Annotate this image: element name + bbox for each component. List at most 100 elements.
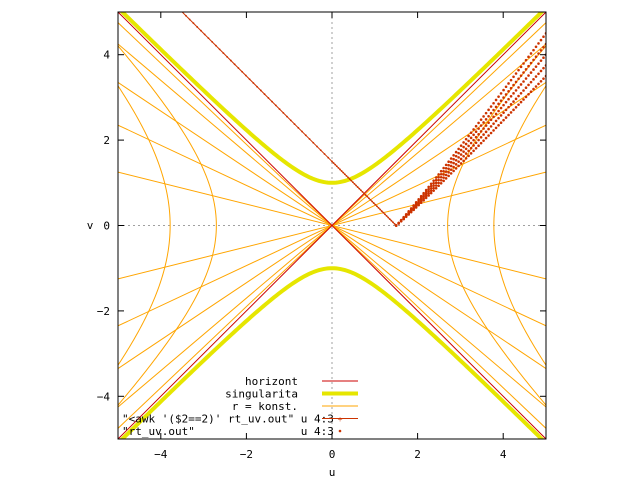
rt-point xyxy=(474,124,478,128)
rt-point xyxy=(442,179,445,183)
rt-point xyxy=(434,176,438,179)
awk-point xyxy=(308,138,311,140)
awk-point xyxy=(278,108,281,111)
awk-point xyxy=(379,208,382,211)
rt-point xyxy=(469,131,473,134)
singularita-branch xyxy=(119,266,545,439)
rt-point xyxy=(447,160,450,163)
rt-point xyxy=(517,103,520,106)
rt-point xyxy=(444,163,448,167)
awk-point xyxy=(256,85,258,88)
rt-point xyxy=(499,114,503,117)
awk-point xyxy=(200,29,202,32)
rt-point xyxy=(452,157,455,161)
awk-point xyxy=(185,14,187,17)
awk-point xyxy=(274,104,277,107)
y-tick-label: 0 xyxy=(103,220,110,233)
rt-point xyxy=(462,150,465,153)
legend-marker-rt xyxy=(338,429,342,433)
awk-point xyxy=(364,194,367,196)
rt-point xyxy=(527,64,530,68)
rt-point xyxy=(432,186,435,190)
rt-point xyxy=(449,157,453,160)
awk-point xyxy=(316,145,318,148)
awk-point xyxy=(350,179,353,182)
rt-point xyxy=(484,130,488,134)
awk-point xyxy=(369,198,372,201)
r-konst-hyperbola xyxy=(118,45,217,406)
rt-point xyxy=(532,87,535,91)
rt-point xyxy=(514,105,518,109)
rt-point xyxy=(539,79,543,83)
rt-point xyxy=(502,88,505,92)
rt-point xyxy=(539,49,543,52)
rt-point xyxy=(482,133,485,136)
rt-point xyxy=(494,98,498,102)
awk-point xyxy=(376,205,378,208)
x-tick-label: −2 xyxy=(240,448,253,461)
rt-point xyxy=(467,139,470,143)
rt-point xyxy=(524,58,528,62)
rt-point xyxy=(434,184,438,187)
rt-point xyxy=(494,112,498,116)
rt-point xyxy=(487,121,490,124)
x-axis-label: u xyxy=(329,466,336,479)
rt-point xyxy=(437,181,440,185)
awk-point xyxy=(337,166,340,169)
rt-point xyxy=(487,134,490,137)
rt-point xyxy=(489,131,493,135)
zero-axes xyxy=(118,12,546,439)
rt-point xyxy=(407,210,410,213)
legend-label: horizont xyxy=(245,375,298,388)
rt-point xyxy=(442,173,445,176)
rt-point xyxy=(447,163,450,167)
rt-point xyxy=(509,103,513,106)
awk-point xyxy=(229,59,232,62)
awk-point xyxy=(233,63,236,66)
rt-point xyxy=(452,161,455,165)
rt-point xyxy=(497,95,500,98)
awk-point xyxy=(323,153,326,155)
rt-point xyxy=(537,52,540,55)
rt-point xyxy=(429,189,433,193)
rt-point xyxy=(477,133,480,136)
rt-point xyxy=(399,218,403,222)
awk-point xyxy=(271,100,273,103)
rt-point xyxy=(472,138,475,142)
rt-point xyxy=(507,90,510,93)
rt-point xyxy=(467,134,470,138)
rt-point xyxy=(482,115,485,118)
rt-point xyxy=(464,147,468,151)
rt-point xyxy=(489,111,493,115)
rt-point xyxy=(437,175,440,179)
rt-point xyxy=(502,111,505,114)
rt-point xyxy=(462,159,465,163)
rt-point xyxy=(464,142,468,146)
rt-point xyxy=(514,72,518,75)
rt-point xyxy=(454,163,458,166)
awk-point xyxy=(342,171,345,174)
awk-point xyxy=(289,119,292,122)
rt-point xyxy=(439,169,443,173)
awk-point xyxy=(327,156,330,159)
rt-point xyxy=(482,139,485,142)
rt-point xyxy=(447,167,450,171)
awk-point xyxy=(203,33,206,36)
rt-point xyxy=(542,77,545,80)
awk-point xyxy=(382,211,385,214)
legend-label: "rt_uv.out" u 4:3 xyxy=(122,425,334,438)
rt-point xyxy=(442,169,445,173)
awk-point xyxy=(312,141,315,144)
y-tick-label: 4 xyxy=(103,49,110,62)
rt-point xyxy=(537,42,540,45)
rt-point xyxy=(472,128,475,131)
awk-point xyxy=(340,170,343,172)
awk-point xyxy=(297,126,300,129)
rt-point xyxy=(479,118,483,121)
awk-point xyxy=(286,115,288,118)
awk-point xyxy=(366,195,369,198)
rt-point xyxy=(449,168,453,171)
rt-point xyxy=(457,156,460,159)
rt-point xyxy=(534,55,538,59)
rt-point xyxy=(522,62,525,65)
